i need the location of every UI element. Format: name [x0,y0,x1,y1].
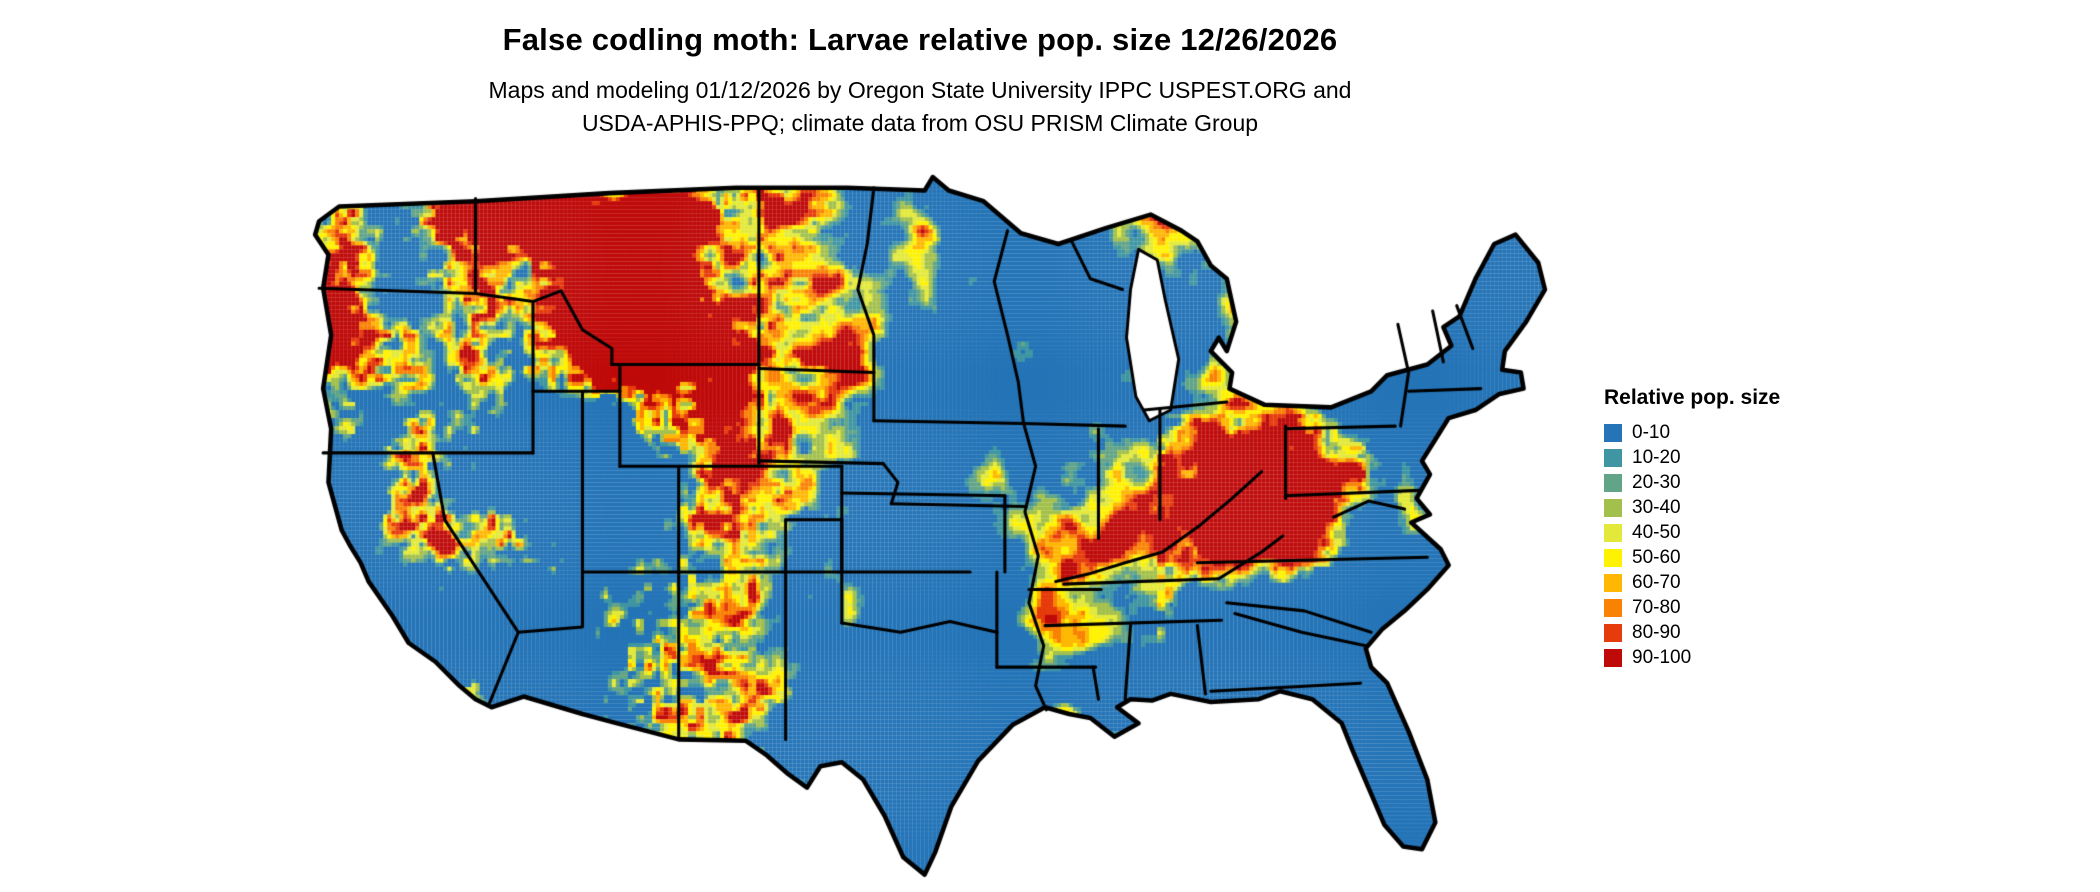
legend-item: 10-20 [1604,445,1780,470]
legend-swatch [1604,523,1622,542]
legend-label: 0-10 [1632,421,1671,443]
legend-swatch [1604,548,1622,567]
legend-item: 30-40 [1604,495,1780,520]
legend-item: 60-70 [1604,570,1780,595]
legend: Relative pop. size 0-10 10-20 20-30 30-40 40… [1604,386,1780,670]
legend-label: 10-20 [1632,446,1681,468]
legend-label: 30-40 [1632,496,1681,518]
legend-item: 40-50 [1604,520,1780,545]
legend-swatch [1604,598,1622,617]
legend-item: 20-30 [1604,470,1780,495]
legend-swatch [1604,448,1622,467]
legend-item: 0-10 [1604,420,1780,445]
legend-label: 90-100 [1632,646,1692,668]
legend-label: 70-80 [1632,596,1681,618]
map-subtitle: Maps and modeling 01/12/2026 by Oregon S… [275,74,1565,139]
legend-swatch [1604,423,1622,442]
legend-label: 50-60 [1632,546,1681,568]
legend-item: 90-100 [1604,645,1780,670]
legend-items: 0-10 10-20 20-30 30-40 40-50 50-60 60-70 70-80 8… [1604,420,1780,670]
legend-swatch [1604,573,1622,592]
legend-item: 80-90 [1604,620,1780,645]
legend-item: 50-60 [1604,545,1780,570]
legend-swatch [1604,473,1622,492]
map-title: False codling moth: Larvae relative pop.… [502,22,1338,57]
legend-item: 70-80 [1604,595,1780,620]
legend-label: 60-70 [1632,571,1681,593]
map-header: False codling moth: Larvae relative pop.… [275,22,1565,139]
legend-swatch [1604,498,1622,517]
us-population-heatmap [275,161,1565,884]
legend-label: 40-50 [1632,521,1681,543]
legend-label: 20-30 [1632,471,1681,493]
legend-title: Relative pop. size [1604,386,1781,409]
legend-swatch [1604,623,1622,642]
map-subtitle-line2: USDA-APHIS-PPQ; climate data from OSU PR… [581,109,1259,136]
legend-swatch [1604,648,1622,667]
legend-label: 80-90 [1632,621,1681,643]
map-subtitle-line1: Maps and modeling 01/12/2026 by Oregon S… [488,77,1352,103]
